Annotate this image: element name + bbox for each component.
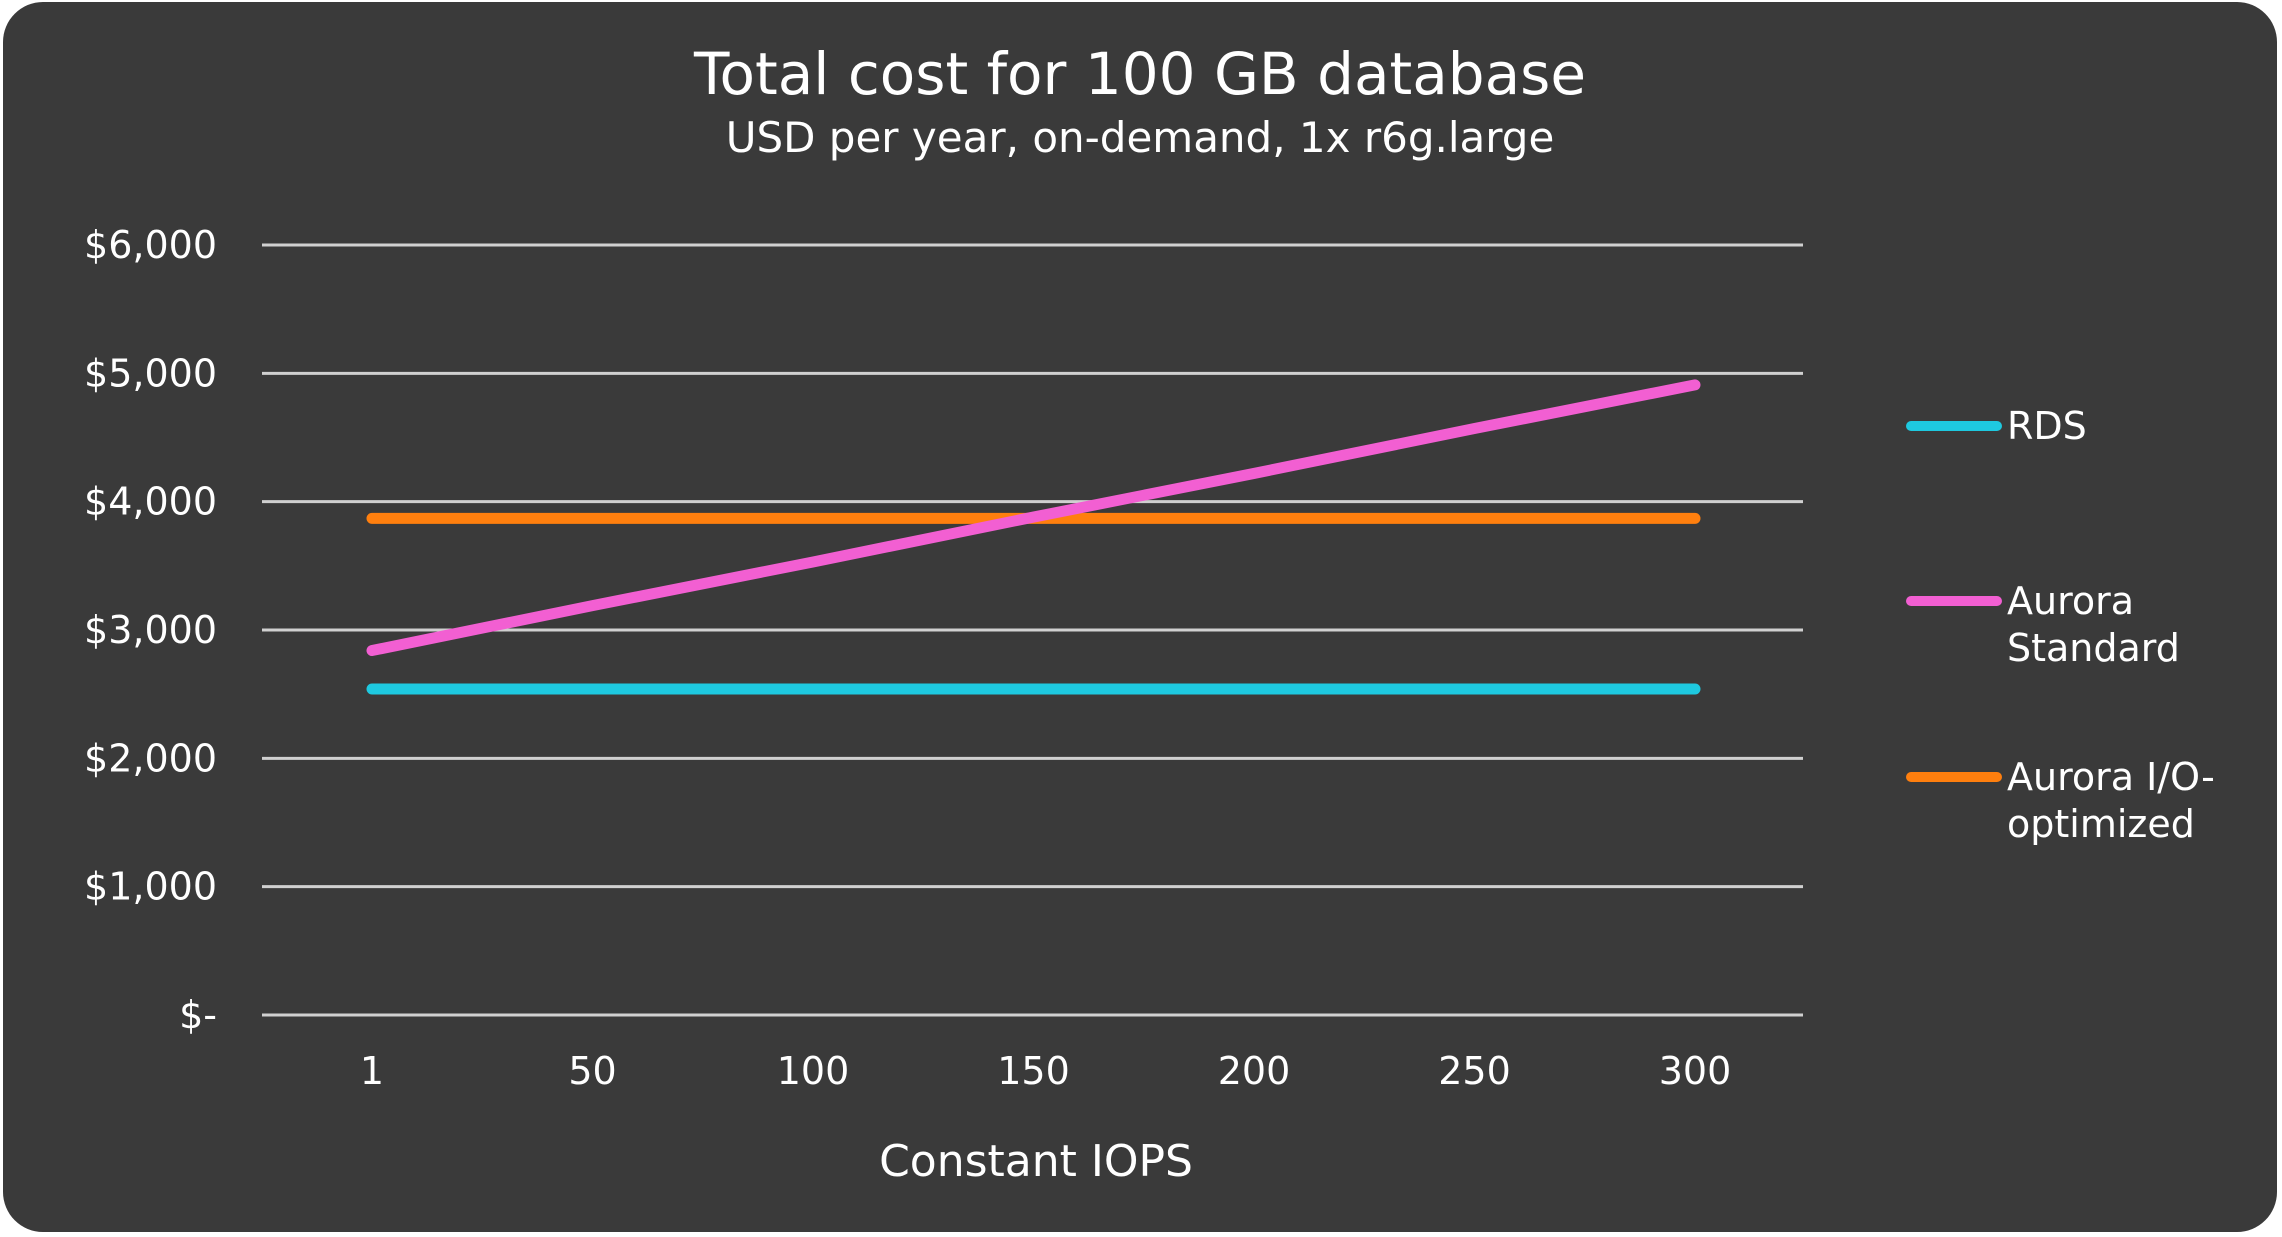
x-tick-label: 250 bbox=[1438, 1049, 1511, 1093]
x-tick-label: 100 bbox=[777, 1049, 850, 1093]
legend-label: RDS bbox=[2007, 404, 2087, 448]
x-tick-label: 200 bbox=[1218, 1049, 1291, 1093]
x-axis-label: Constant IOPS bbox=[879, 1136, 1193, 1187]
chart-panel: Total cost for 100 GB database USD per y… bbox=[3, 2, 2277, 1232]
x-tick-label: 150 bbox=[997, 1049, 1070, 1093]
y-tick-label: $6,000 bbox=[84, 223, 217, 267]
y-tick-label: $1,000 bbox=[84, 865, 217, 909]
y-tick-label: $- bbox=[179, 993, 217, 1037]
y-tick-label: $3,000 bbox=[84, 608, 217, 652]
series-line-aurora-standard bbox=[366, 379, 1701, 657]
y-tick-label: $5,000 bbox=[84, 351, 217, 395]
x-tick-label: 1 bbox=[360, 1049, 384, 1093]
legend-label: Standard bbox=[2007, 626, 2180, 670]
x-tick-label: 50 bbox=[568, 1049, 616, 1093]
y-tick-label: $4,000 bbox=[84, 480, 217, 524]
legend-label: Aurora I/O- bbox=[2007, 755, 2215, 799]
chart-subtitle: USD per year, on-demand, 1x r6g.large bbox=[726, 113, 1555, 162]
chart-title: Total cost for 100 GB database bbox=[693, 40, 1586, 108]
x-tick-label: 300 bbox=[1659, 1049, 1732, 1093]
legend-label: optimized bbox=[2007, 802, 2195, 846]
series-lines bbox=[366, 379, 1701, 695]
legend-label: Aurora bbox=[2007, 579, 2134, 623]
gridlines bbox=[262, 243, 1803, 1017]
line-chart: Total cost for 100 GB database USD per y… bbox=[84, 40, 2215, 1187]
y-axis-ticks: $- $1,000 $2,000 $3,000 $4,000 $5,000 $6,000 bbox=[84, 223, 217, 1037]
x-axis-ticks: 1 50 100 150 200 250 300 bbox=[360, 1049, 1731, 1093]
y-tick-label: $2,000 bbox=[84, 736, 217, 780]
